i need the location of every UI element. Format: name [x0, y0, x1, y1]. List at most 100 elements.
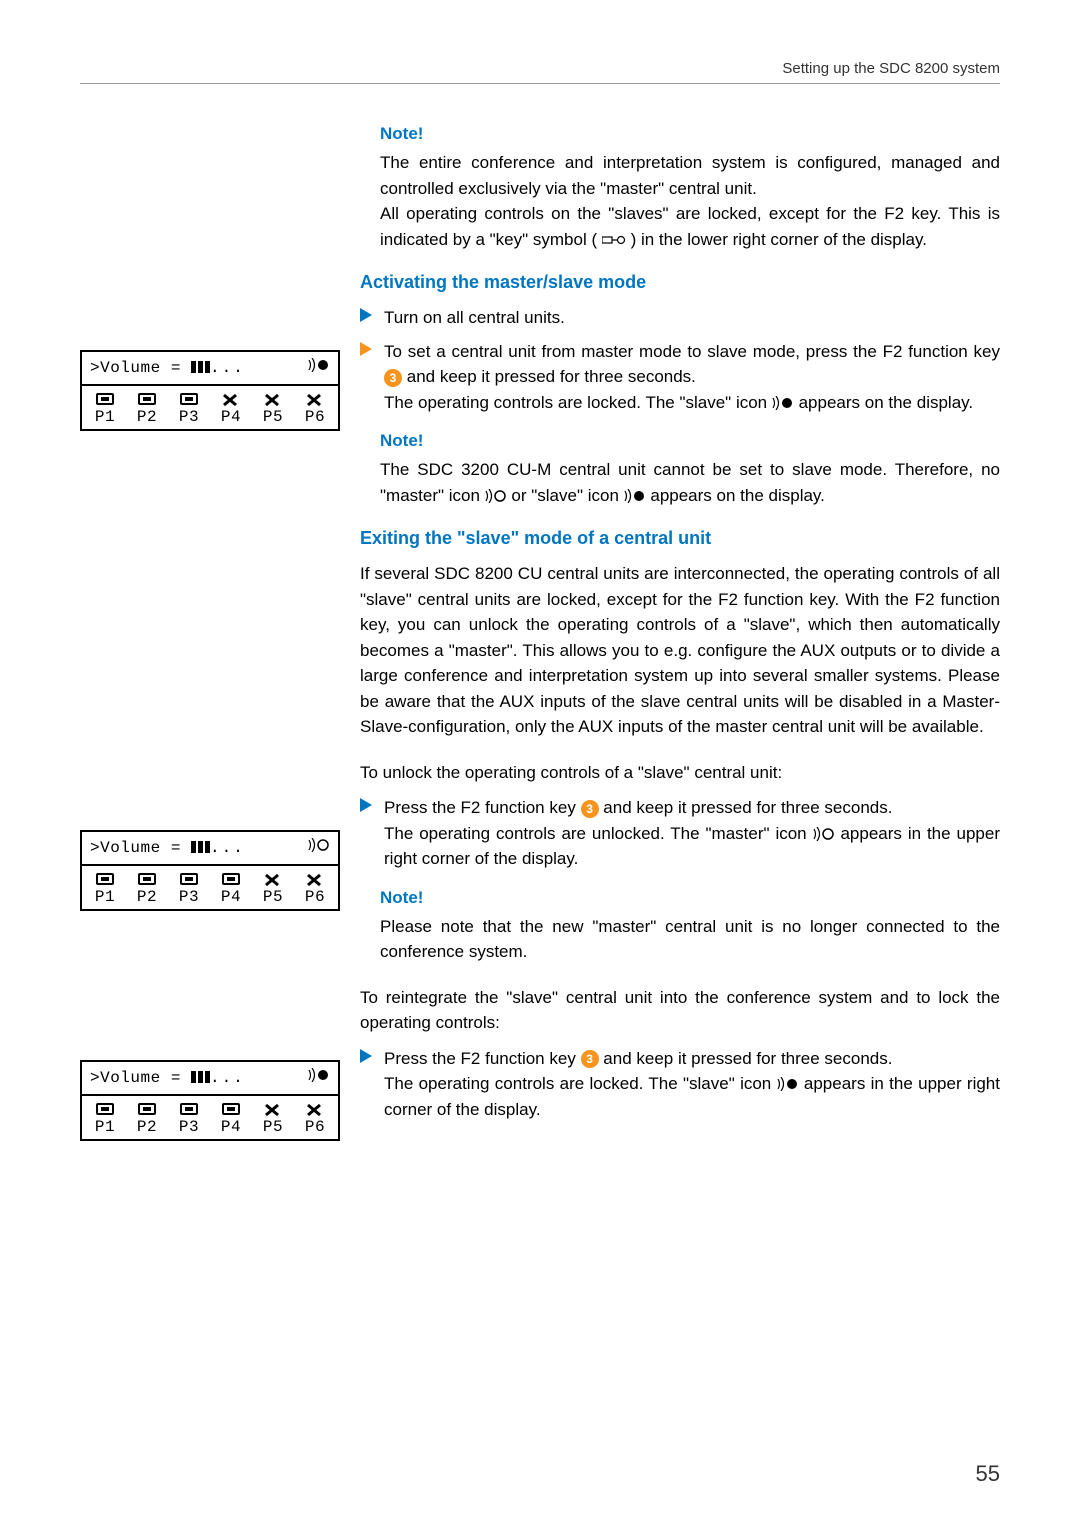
step-text: To set a central unit from master mode t… — [384, 339, 1000, 416]
text: The operating controls are locked. The "… — [384, 393, 772, 412]
console-icon — [132, 872, 162, 888]
note-body: Please note that the new "master" centra… — [380, 914, 1000, 965]
console-icon — [174, 392, 204, 408]
port-indicator: P1 — [90, 392, 120, 427]
port-indicator: P3 — [174, 1102, 204, 1137]
console-icon — [90, 1102, 120, 1118]
port-label: P6 — [300, 1118, 330, 1137]
console-icon — [132, 392, 162, 408]
x-icon — [258, 1102, 288, 1118]
text: The operating controls are locked. The "… — [384, 1074, 777, 1093]
port-indicator: P2 — [132, 872, 162, 907]
paragraph: To reintegrate the "slave" central unit … — [360, 985, 1000, 1036]
step-item: Turn on all central units. — [360, 305, 1000, 331]
volume-label: >Volume = ... — [90, 359, 245, 378]
paragraph: To unlock the operating controls of a "s… — [360, 760, 1000, 786]
text: and keep it pressed for three seconds. — [603, 1049, 892, 1068]
text: and keep it pressed for three seconds. — [603, 798, 892, 817]
volume-label: >Volume = ... — [90, 1069, 245, 1088]
slave-status-icon — [308, 358, 330, 378]
port-indicator: P3 — [174, 392, 204, 427]
key-icon — [602, 233, 626, 247]
port-label: P3 — [174, 888, 204, 907]
triangle-bullet-icon — [360, 308, 372, 322]
note-title: Note! — [380, 431, 1000, 451]
text: or "slave" icon — [511, 486, 623, 505]
port-indicator: P6 — [300, 392, 330, 427]
port-label: P5 — [258, 408, 288, 427]
port-label: P5 — [258, 1118, 288, 1137]
port-label: P2 — [132, 408, 162, 427]
step-item: To set a central unit from master mode t… — [360, 339, 1000, 416]
x-icon — [300, 392, 330, 408]
note-body: The SDC 3200 CU-M central unit cannot be… — [380, 457, 1000, 508]
master-icon — [813, 827, 835, 841]
console-icon — [90, 392, 120, 408]
port-indicator: P5 — [258, 1102, 288, 1137]
section-heading: Activating the master/slave mode — [360, 272, 1000, 293]
port-indicator: P2 — [132, 1102, 162, 1137]
note-body: The entire conference and interpretation… — [380, 150, 1000, 252]
port-indicator: P3 — [174, 872, 204, 907]
slave-status-icon — [308, 1068, 330, 1088]
port-label: P3 — [174, 1118, 204, 1137]
port-indicator: P6 — [300, 1102, 330, 1137]
page-number: 55 — [976, 1461, 1000, 1487]
volume-label: >Volume = ... — [90, 839, 245, 858]
text: To set a central unit from master mode t… — [384, 342, 1000, 361]
circled-number-icon: 3 — [581, 800, 599, 818]
circled-number-icon: 3 — [581, 1050, 599, 1068]
port-label: P5 — [258, 888, 288, 907]
port-indicator: P2 — [132, 392, 162, 427]
x-icon — [258, 872, 288, 888]
step-text: Turn on all central units. — [384, 305, 1000, 331]
master-status-icon — [308, 838, 330, 858]
text: Press the F2 function key — [384, 798, 581, 817]
step-item: Press the F2 function key 3 and keep it … — [360, 795, 1000, 872]
port-indicator: P5 — [258, 392, 288, 427]
console-icon — [90, 872, 120, 888]
text: appears on the display. — [650, 486, 825, 505]
note-title: Note! — [380, 124, 1000, 144]
x-icon — [216, 392, 246, 408]
note-block: Note! The entire conference and interpre… — [380, 124, 1000, 252]
port-indicator: P6 — [300, 872, 330, 907]
port-indicator: P5 — [258, 872, 288, 907]
text: The operating controls are unlocked. The… — [384, 824, 813, 843]
slave-icon — [777, 1077, 799, 1091]
text: appears on the display. — [799, 393, 974, 412]
port-indicator: P4 — [216, 1102, 246, 1137]
step-text: Press the F2 function key 3 and keep it … — [384, 1046, 1000, 1123]
text: Press the F2 function key — [384, 1049, 581, 1068]
port-label: P4 — [216, 1118, 246, 1137]
port-indicator: P4 — [216, 872, 246, 907]
text: The entire conference and interpretation… — [380, 153, 1000, 198]
port-indicator: P1 — [90, 1102, 120, 1137]
step-item: Press the F2 function key 3 and keep it … — [360, 1046, 1000, 1123]
text: ) in the lower right corner of the displ… — [631, 230, 927, 249]
port-label: P4 — [216, 408, 246, 427]
note-block: Note! Please note that the new "master" … — [380, 888, 1000, 965]
port-label: P2 — [132, 1118, 162, 1137]
port-label: P4 — [216, 888, 246, 907]
console-icon — [174, 872, 204, 888]
console-icon — [132, 1102, 162, 1118]
port-label: P6 — [300, 408, 330, 427]
port-indicator: P1 — [90, 872, 120, 907]
port-label: P1 — [90, 888, 120, 907]
port-label: P1 — [90, 1118, 120, 1137]
console-icon — [174, 1102, 204, 1118]
port-indicator: P4 — [216, 392, 246, 427]
circled-number-icon: 3 — [384, 369, 402, 387]
paragraph: If several SDC 8200 CU central units are… — [360, 561, 1000, 740]
lcd-display: >Volume = ... P1 P2 P3 P4 P5 P6 — [80, 1060, 340, 1141]
triangle-bullet-icon — [360, 342, 372, 356]
page-header: Setting up the SDC 8200 system — [80, 60, 1000, 84]
lcd-display: >Volume = ... P1 P2 P3 P4 P5 P6 — [80, 350, 340, 431]
note-block: Note! The SDC 3200 CU-M central unit can… — [380, 431, 1000, 508]
console-icon — [216, 872, 246, 888]
lcd-display: >Volume = ... P1 P2 P3 P4 P5 P6 — [80, 830, 340, 911]
triangle-bullet-icon — [360, 1049, 372, 1063]
step-text: Press the F2 function key 3 and keep it … — [384, 795, 1000, 872]
slave-icon — [624, 489, 646, 503]
